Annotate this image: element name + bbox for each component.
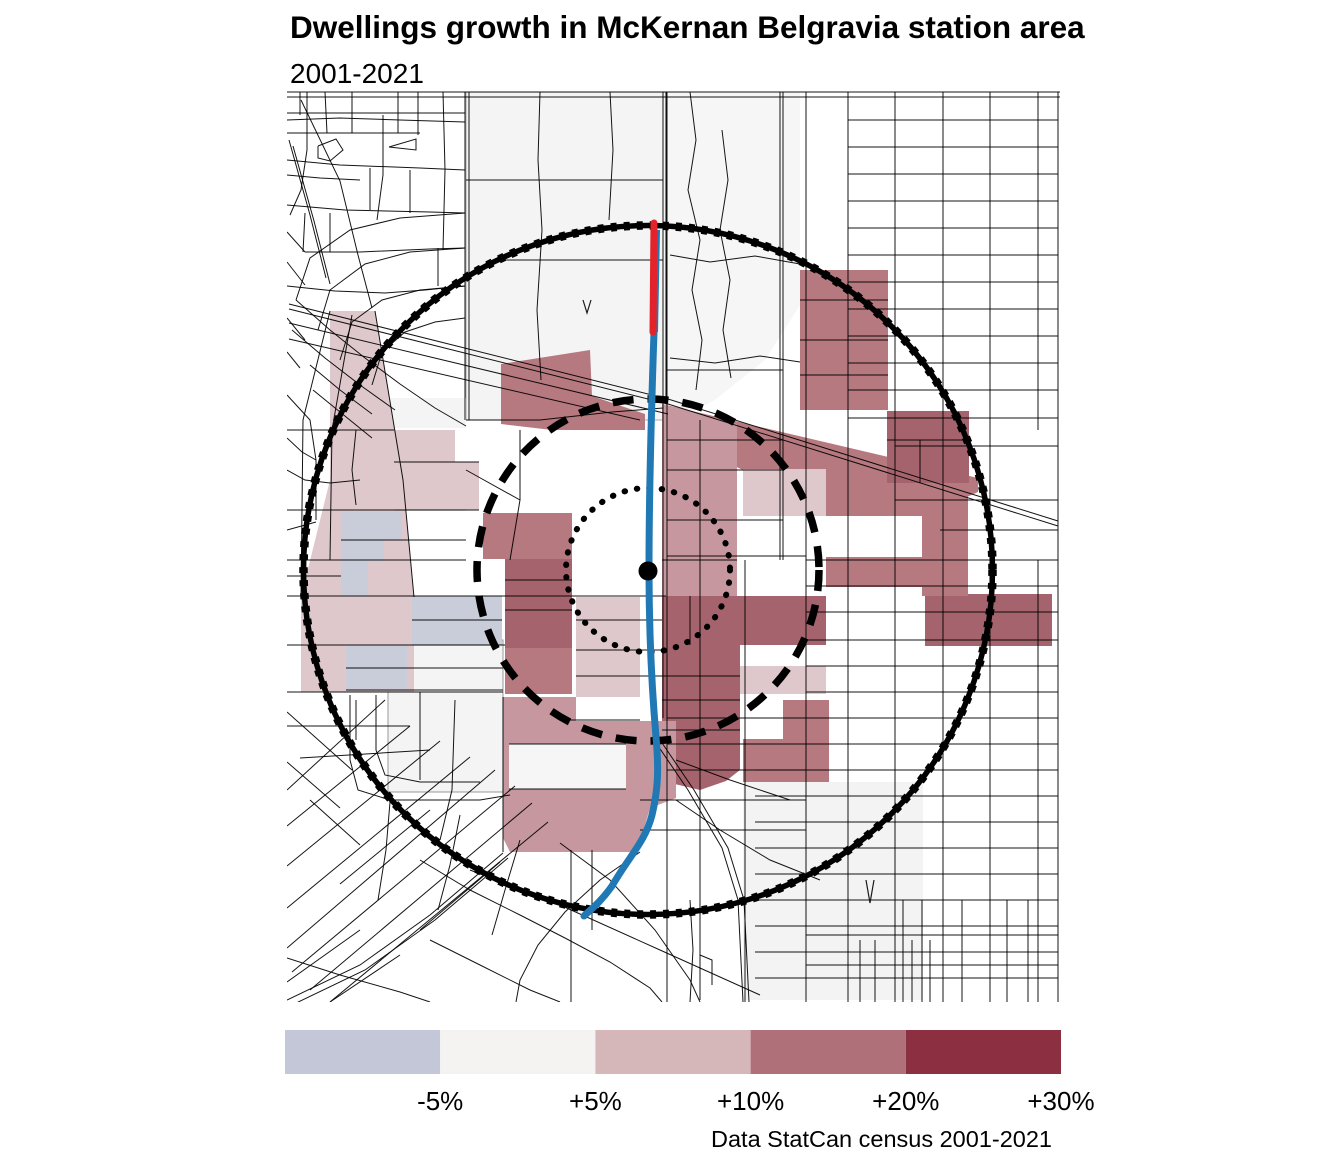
svg-text:+10%: +10% [717, 1086, 784, 1116]
svg-text:Dwellings growth in McKernan B: Dwellings growth in McKernan Belgravia s… [290, 9, 1085, 45]
svg-text:+5%: +5% [569, 1086, 622, 1116]
svg-text:2001-2021: 2001-2021 [290, 58, 424, 89]
svg-text:+20%: +20% [872, 1086, 939, 1116]
svg-text:-5%: -5% [417, 1086, 463, 1116]
svg-text:Data StatCan census 2001-2021: Data StatCan census 2001-2021 [711, 1126, 1052, 1152]
svg-text:+30%: +30% [1027, 1086, 1094, 1116]
